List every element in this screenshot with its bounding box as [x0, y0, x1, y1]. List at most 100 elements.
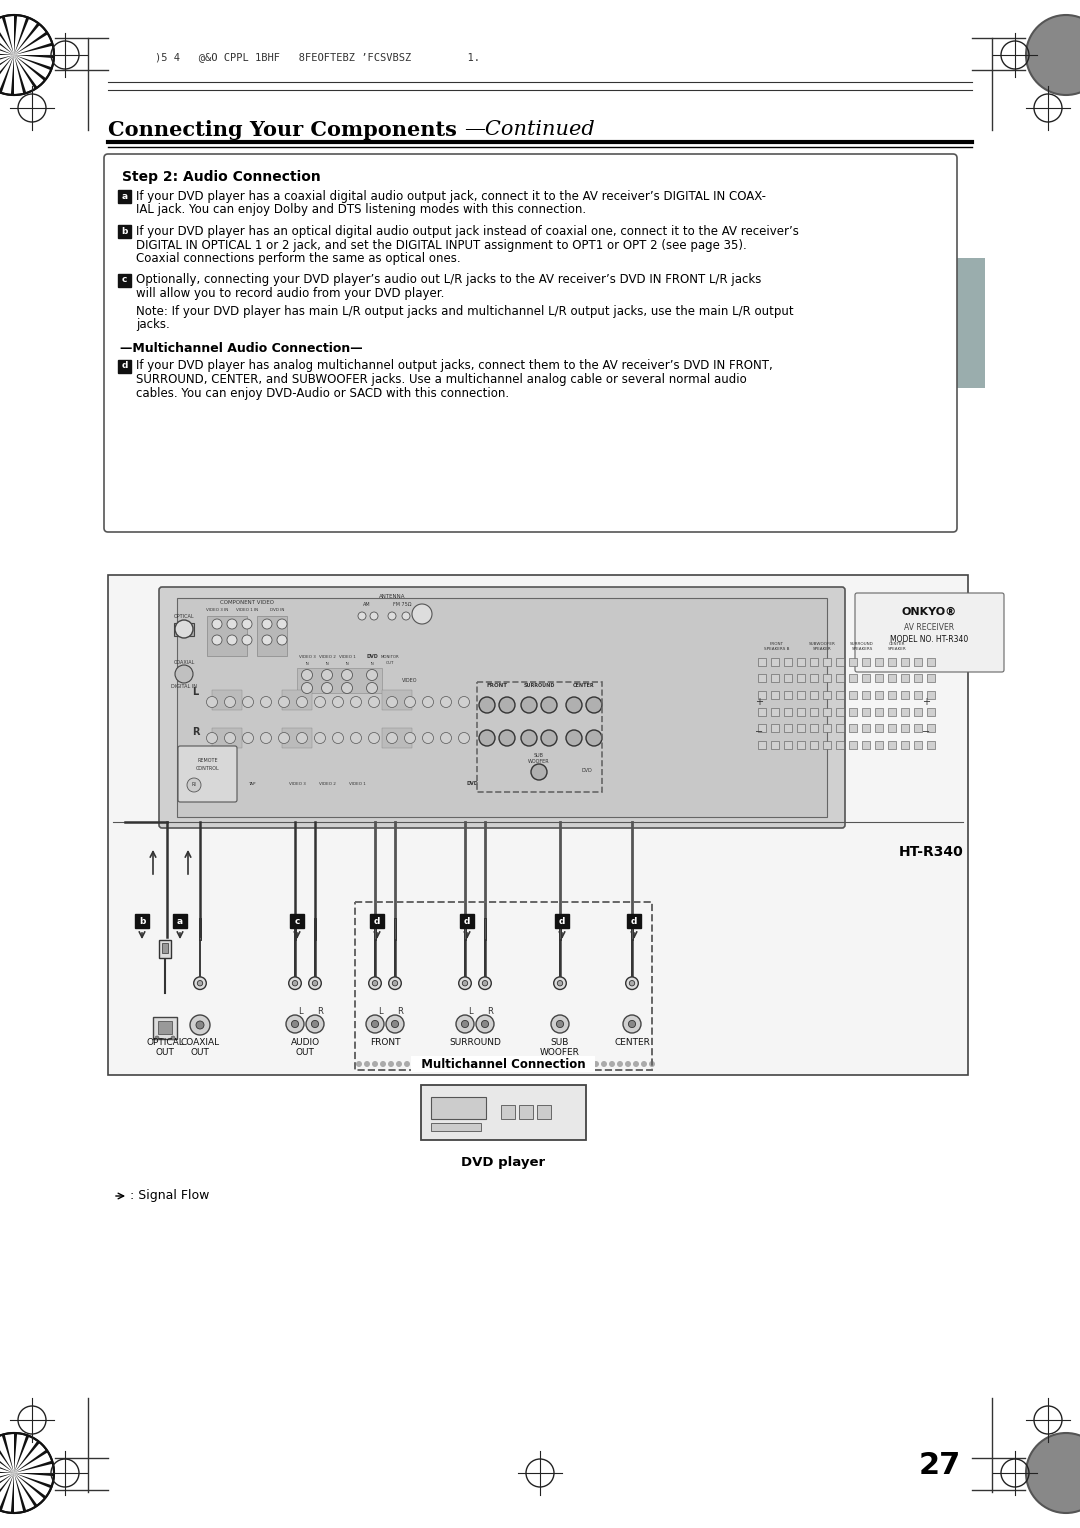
Text: Coaxial connections perform the same as optical ones.: Coaxial connections perform the same as … [136, 252, 461, 264]
FancyBboxPatch shape [855, 593, 1004, 672]
Circle shape [0, 1433, 54, 1513]
Circle shape [366, 669, 378, 680]
Text: CONTROL: CONTROL [197, 766, 220, 772]
Text: HT-R340: HT-R340 [899, 845, 963, 859]
Text: SURROUND
SPEAKERS: SURROUND SPEAKERS [850, 642, 874, 651]
Text: IN: IN [346, 662, 349, 666]
Circle shape [386, 1015, 404, 1033]
FancyBboxPatch shape [104, 154, 957, 532]
Bar [888, 741, 896, 749]
Bar [849, 707, 858, 717]
Circle shape [609, 1060, 615, 1067]
Bar [823, 741, 831, 749]
Circle shape [456, 1015, 474, 1033]
Circle shape [402, 613, 410, 620]
Circle shape [312, 981, 318, 986]
Bar [875, 741, 883, 749]
Circle shape [617, 1060, 623, 1067]
Text: VIDEO 1 IN: VIDEO 1 IN [235, 608, 258, 613]
Bar [836, 741, 843, 749]
Bar [810, 707, 818, 717]
Bar [862, 724, 870, 732]
Circle shape [225, 732, 235, 744]
Text: DVD: DVD [366, 654, 378, 659]
Bar [823, 691, 831, 698]
Text: CO: CO [226, 782, 232, 785]
Circle shape [357, 613, 366, 620]
Circle shape [625, 976, 638, 990]
Bar [118, 225, 131, 238]
Circle shape [1026, 15, 1080, 95]
Circle shape [459, 697, 470, 707]
Text: DIGITAL IN OPTICAL 1 or 2 jack, and set the DIGITAL INPUT assignment to OPT1 or : DIGITAL IN OPTICAL 1 or 2 jack, and set … [136, 238, 746, 252]
Circle shape [388, 1060, 394, 1067]
Bar [382, 727, 411, 749]
Wedge shape [0, 40, 14, 55]
Circle shape [193, 976, 206, 990]
Wedge shape [0, 1473, 14, 1505]
Bar [501, 1105, 515, 1118]
Text: RI: RI [191, 782, 197, 787]
Circle shape [212, 636, 222, 645]
Bar [431, 1123, 481, 1131]
Text: VIDEO 2: VIDEO 2 [319, 656, 336, 659]
Text: will allow you to record audio from your DVD player.: will allow you to record audio from your… [136, 287, 444, 299]
Text: COAXIAL
OUT: COAXIAL OUT [180, 1038, 219, 1057]
Circle shape [531, 764, 546, 779]
Circle shape [370, 613, 378, 620]
Text: IN: IN [306, 662, 309, 666]
Circle shape [554, 976, 566, 990]
Circle shape [482, 1021, 488, 1028]
Circle shape [276, 636, 287, 645]
Bar [901, 691, 909, 698]
Wedge shape [14, 1473, 54, 1476]
Circle shape [462, 981, 468, 986]
Bar [862, 674, 870, 681]
Circle shape [227, 636, 237, 645]
Text: DVD: DVD [582, 769, 592, 773]
Circle shape [373, 981, 378, 986]
Circle shape [1026, 1433, 1080, 1513]
Text: FRONT: FRONT [486, 683, 508, 688]
Circle shape [242, 636, 252, 645]
Text: COMPONENT VIDEO: COMPONENT VIDEO [220, 601, 274, 605]
Circle shape [333, 697, 343, 707]
Text: IN: IN [370, 662, 374, 666]
Bar [849, 659, 858, 666]
Circle shape [243, 697, 254, 707]
Wedge shape [14, 55, 26, 93]
Bar [875, 691, 883, 698]
Bar [177, 597, 827, 817]
Bar [174, 623, 194, 636]
Bar [135, 914, 149, 927]
Circle shape [190, 1015, 210, 1034]
Circle shape [306, 1015, 324, 1033]
Bar [784, 674, 792, 681]
Text: DVD player: DVD player [461, 1157, 545, 1169]
Circle shape [630, 981, 635, 986]
Circle shape [309, 976, 322, 990]
Text: MODEL NO. HT-R340: MODEL NO. HT-R340 [890, 636, 968, 643]
Bar [836, 674, 843, 681]
Wedge shape [14, 1435, 29, 1473]
Text: CENTER
SPEAKER: CENTER SPEAKER [888, 642, 906, 651]
Text: )5 4   @&O CPPL 1BHF   8FEOFTEBZ ’FCSVBSZ         1.: )5 4 @&O CPPL 1BHF 8FEOFTEBZ ’FCSVBSZ 1. [156, 52, 480, 63]
Circle shape [351, 697, 362, 707]
Circle shape [288, 976, 301, 990]
Circle shape [297, 697, 308, 707]
Wedge shape [14, 1450, 49, 1473]
Wedge shape [14, 15, 17, 55]
Text: OPTICAL: OPTICAL [174, 614, 194, 619]
Bar [771, 707, 779, 717]
Bar [914, 724, 922, 732]
Bar [849, 674, 858, 681]
Bar [875, 674, 883, 681]
Circle shape [623, 1015, 642, 1033]
Circle shape [387, 697, 397, 707]
Circle shape [566, 697, 582, 714]
Bar [823, 707, 831, 717]
Bar [212, 691, 242, 711]
Circle shape [286, 1015, 303, 1033]
Text: VIDEO: VIDEO [402, 678, 418, 683]
Bar [901, 659, 909, 666]
